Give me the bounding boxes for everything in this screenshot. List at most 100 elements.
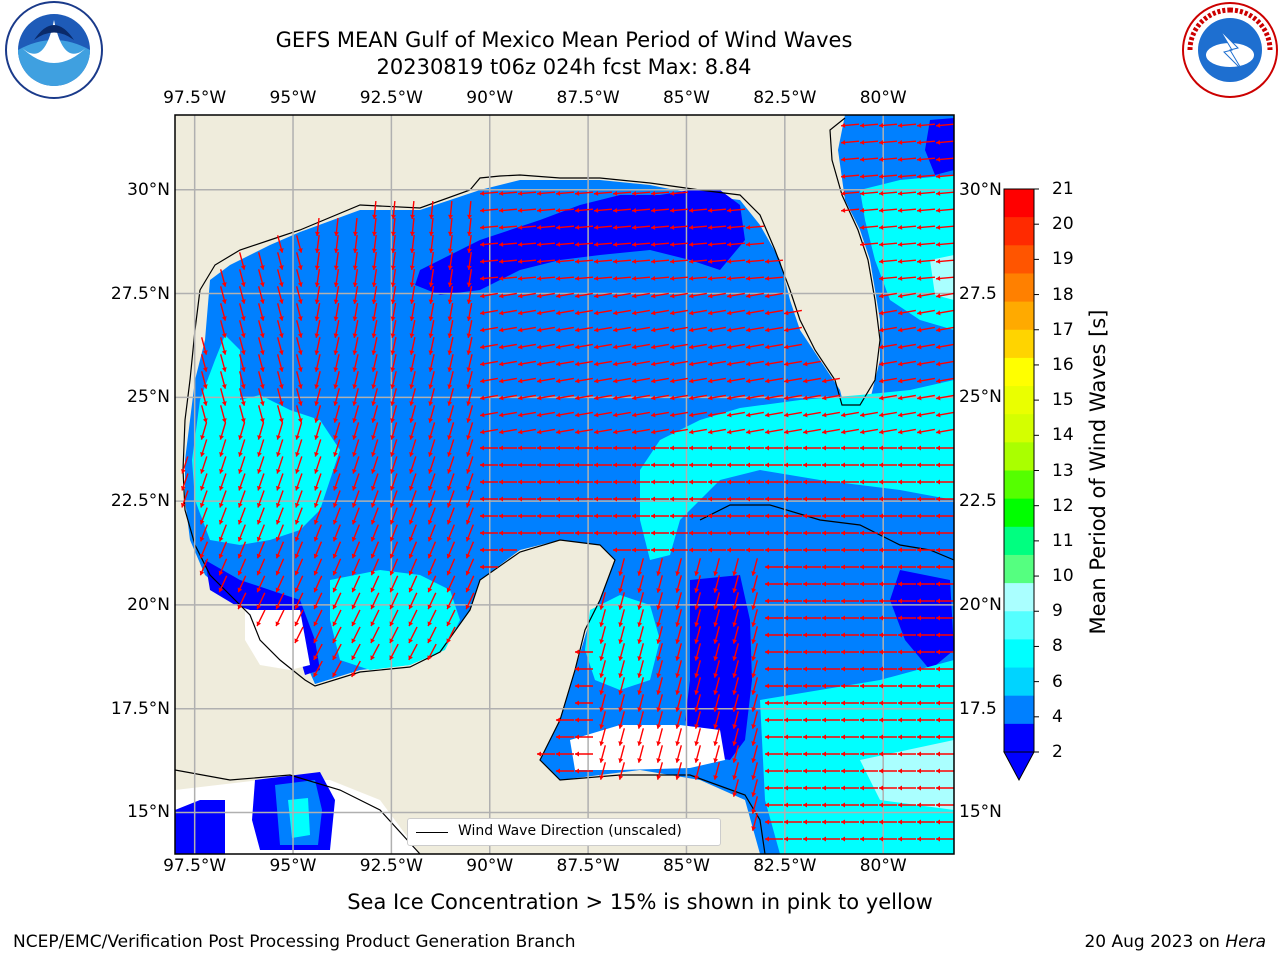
wave-arrow-head — [427, 621, 433, 627]
wave-arrow-head — [898, 429, 903, 435]
wave-arrow-head — [936, 632, 940, 638]
wave-arrow-head — [352, 367, 358, 372]
wave-arrow-head — [632, 190, 637, 196]
wave-arrow-head — [408, 621, 414, 627]
wave-arrow-head — [898, 224, 903, 230]
wave-arrow-head — [632, 293, 637, 299]
wave-arrow-head — [575, 412, 580, 418]
wave-arrow-head — [594, 258, 599, 264]
wave-arrow-head — [694, 622, 700, 627]
wave-arrow-head — [240, 299, 246, 304]
longitude-label: 87.5°W — [556, 856, 620, 876]
wave-arrow-head — [917, 479, 921, 485]
wave-arrow-head — [708, 344, 713, 350]
wave-arrow-head — [618, 673, 624, 678]
wave-arrow-head — [656, 622, 662, 627]
wave-arrow-head — [613, 361, 618, 367]
wave-arrow-head — [499, 241, 504, 247]
wave-arrow-head — [917, 190, 922, 196]
wave-arrow-head — [784, 310, 789, 316]
wave-arrow-head — [936, 768, 940, 774]
wave-arrow-head — [898, 683, 902, 689]
wave-arrow-head — [556, 479, 560, 485]
colorbar-label: 13 — [1052, 460, 1074, 481]
wave-arrow-head — [314, 350, 320, 355]
wave-arrow-head — [333, 282, 339, 287]
wave-arrow-head — [765, 785, 769, 791]
wave-arrow-head — [632, 378, 637, 384]
wave-arrow-head — [575, 649, 579, 655]
wave-arrow-head — [276, 452, 281, 457]
wave-arrow-head — [556, 258, 561, 264]
wave-arrow-head — [860, 530, 864, 536]
latitude-label: 20°N — [959, 594, 1002, 615]
wave-arrow-head — [199, 519, 205, 525]
latitude-label: 30°N — [959, 179, 1002, 200]
wave-arrow-head — [765, 598, 769, 604]
wave-arrow-head — [466, 316, 472, 321]
wave-arrow-head — [499, 496, 503, 502]
wave-arrow-head — [746, 530, 750, 536]
wave-arrow-head — [936, 173, 941, 179]
wave-arrow-head — [618, 724, 624, 729]
colorbar-segment — [1004, 611, 1034, 640]
wave-arrow-head — [917, 361, 922, 367]
wave-arrow-head — [860, 683, 864, 689]
wave-arrow-head — [708, 293, 713, 299]
wave-arrow-head — [898, 836, 902, 842]
wave-arrow-head — [447, 384, 453, 389]
wave-arrow-head — [708, 275, 713, 281]
wave-arrow-head — [221, 333, 227, 338]
longitude-label: 82.5°W — [753, 856, 817, 876]
wave-arrow-head — [428, 485, 433, 491]
wave-arrow-head — [390, 485, 395, 491]
wave-arrow-head — [822, 412, 827, 418]
wave-arrow-head — [556, 751, 560, 757]
colorbar-label: 15 — [1052, 390, 1074, 411]
wave-arrow-head — [637, 605, 643, 610]
wave-arrow-head — [936, 378, 941, 384]
wave-arrow-head — [259, 350, 265, 355]
wave-arrow-head — [917, 496, 921, 502]
wave-arrow-head — [390, 367, 396, 372]
wave-arrow-head — [860, 700, 864, 706]
wave-arrow-head — [917, 666, 921, 672]
wave-arrow-head — [278, 350, 284, 355]
wave-arrow-head — [860, 785, 864, 791]
wave-arrow-head — [499, 429, 504, 435]
colorbar-segment — [1004, 723, 1034, 753]
wave-arrow-head — [275, 587, 281, 593]
wave-arrow-head — [784, 666, 788, 672]
map-frame — [174, 114, 955, 855]
wave-arrow-head — [237, 553, 243, 559]
wave-arrow-head — [632, 207, 637, 213]
wave-arrow-head — [917, 700, 921, 706]
wave-arrow-head — [390, 401, 396, 406]
wave-arrow-head — [556, 241, 561, 247]
wave-arrow-head — [537, 207, 542, 213]
wave-arrow-head — [841, 564, 845, 570]
wave-arrow-head — [713, 673, 719, 678]
wave-arrow-head — [409, 248, 415, 253]
wave-arrow-head — [917, 241, 922, 247]
wave-arrow-head — [314, 418, 320, 423]
wave-arrow-head — [556, 513, 560, 519]
wave-arrow-head — [218, 502, 224, 508]
wave-arrow-head — [784, 429, 789, 435]
wave-arrow-head — [447, 299, 453, 304]
wave-arrow-head — [822, 785, 826, 791]
wave-arrow-head — [936, 139, 941, 145]
wave-arrow-head — [879, 429, 884, 435]
wave-arrow-head — [390, 333, 396, 338]
wave-arrow-head — [313, 604, 319, 610]
wave-arrow-head — [221, 299, 227, 304]
wave-arrow-head — [428, 452, 433, 457]
wave-arrow-head — [675, 775, 681, 780]
colorbar-segment — [1004, 245, 1034, 274]
wave-arrow-head — [898, 258, 903, 264]
wave-arrow-head — [351, 587, 357, 593]
wave-arrow-head — [803, 496, 807, 502]
wave-arrow-head — [351, 553, 357, 559]
wave-arrow-head — [371, 248, 377, 253]
wave-arrow-head — [390, 452, 395, 457]
